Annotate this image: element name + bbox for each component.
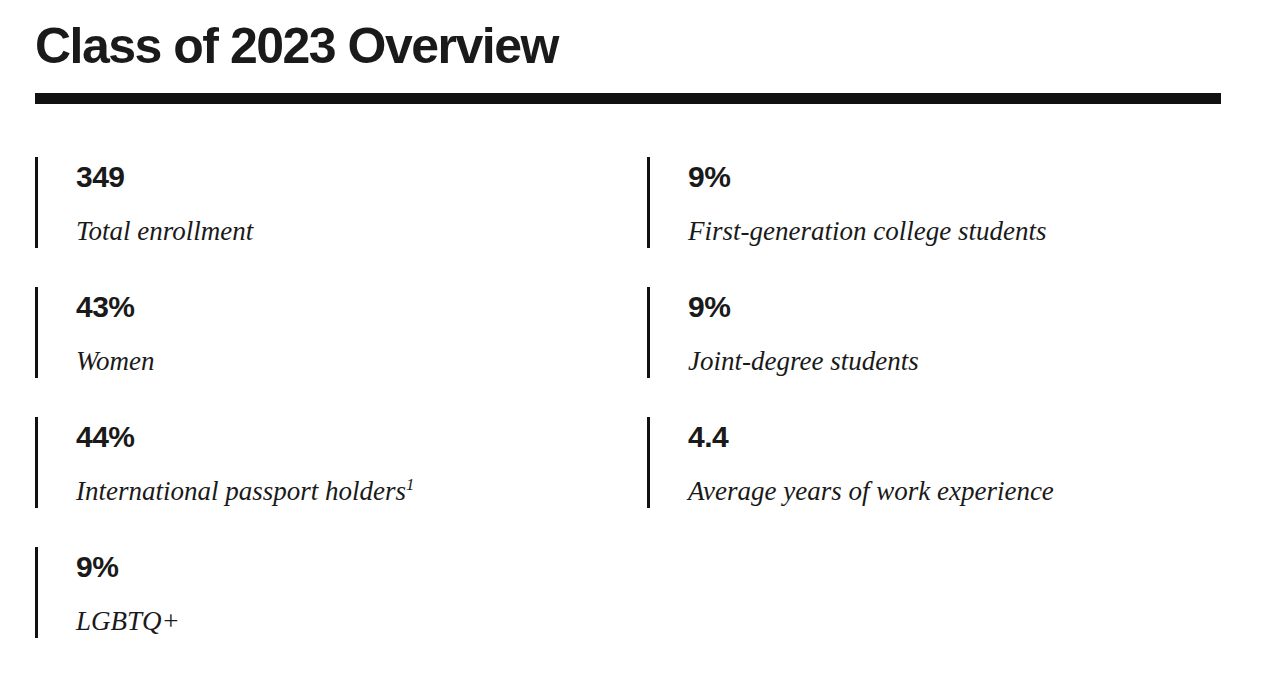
stat-value: 9%	[76, 552, 647, 582]
stat-international-passport-holders: 44% International passport holders1	[35, 417, 647, 508]
stat-value: 9%	[688, 162, 1259, 192]
title-rule	[35, 93, 1221, 104]
page-title: Class of 2023 Overview	[35, 0, 1222, 72]
stat-total-enrollment: 349 Total enrollment	[35, 157, 647, 248]
stat-value: 349	[76, 162, 647, 192]
stats-grid: 349 Total enrollment 43% Women 44% Inter…	[35, 157, 1222, 638]
stat-label-text: LGBTQ+	[76, 606, 180, 636]
stat-joint-degree: 9% Joint-degree students	[647, 287, 1259, 378]
stat-first-generation: 9% First-generation college students	[647, 157, 1259, 248]
stat-value: 4.4	[688, 422, 1259, 452]
stat-label-text: Total enrollment	[76, 216, 253, 246]
stat-lgbtq: 9% LGBTQ+	[35, 547, 647, 638]
stat-label-text: Joint-degree students	[688, 346, 919, 376]
stat-label-text: First-generation college students	[688, 216, 1046, 246]
class-overview-page: Class of 2023 Overview 349 Total enrollm…	[0, 0, 1280, 638]
stat-label: Total enrollment	[76, 218, 647, 245]
stat-value: 43%	[76, 292, 647, 322]
stat-value: 44%	[76, 422, 647, 452]
stat-label-text: International passport holders	[76, 476, 406, 506]
stat-label: Joint-degree students	[688, 348, 1259, 375]
stat-label: Women	[76, 348, 647, 375]
stat-label-superscript: 1	[406, 475, 414, 494]
stat-label: First-generation college students	[688, 218, 1259, 245]
stat-value: 9%	[688, 292, 1259, 322]
stat-label: Average years of work experience	[688, 478, 1259, 505]
stat-women: 43% Women	[35, 287, 647, 378]
stat-label: International passport holders1	[76, 478, 647, 505]
stat-work-experience: 4.4 Average years of work experience	[647, 417, 1259, 508]
stat-label-text: Average years of work experience	[688, 476, 1054, 506]
stat-label: LGBTQ+	[76, 608, 647, 635]
stat-label-text: Women	[76, 346, 155, 376]
